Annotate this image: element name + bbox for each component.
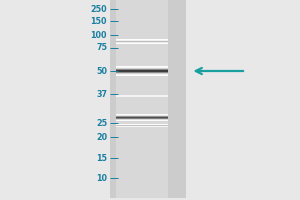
Bar	[116, 95, 168, 96]
Bar	[116, 126, 168, 127]
Bar	[116, 117, 168, 118]
Bar	[116, 116, 168, 117]
Bar	[116, 125, 168, 126]
Bar	[116, 39, 168, 40]
Bar	[116, 40, 168, 41]
Bar	[110, 0, 186, 198]
Bar	[116, 124, 168, 125]
Bar	[116, 118, 168, 119]
Bar	[116, 120, 168, 121]
Bar	[116, 72, 168, 73]
Bar	[116, 115, 168, 116]
Bar	[116, 42, 168, 43]
Text: 20: 20	[96, 132, 107, 142]
Bar	[116, 41, 168, 42]
Bar	[116, 0, 168, 198]
Bar	[116, 43, 168, 44]
Bar	[116, 70, 168, 71]
Bar	[116, 116, 168, 117]
Bar	[116, 39, 168, 40]
Bar	[116, 66, 168, 67]
Bar	[116, 95, 168, 96]
Bar	[116, 68, 168, 69]
Bar	[116, 96, 168, 97]
Text: 100: 100	[91, 30, 107, 40]
Text: 250: 250	[91, 4, 107, 14]
Bar	[116, 43, 168, 44]
Bar	[116, 95, 168, 96]
Bar	[116, 126, 168, 127]
Bar	[116, 40, 168, 41]
Text: 50: 50	[96, 66, 107, 75]
Bar	[116, 75, 168, 76]
Text: 15: 15	[96, 154, 107, 163]
Bar	[116, 71, 168, 72]
Bar	[116, 70, 168, 71]
Bar	[116, 114, 168, 115]
Bar	[116, 119, 168, 120]
Text: 25: 25	[96, 118, 107, 128]
Bar	[116, 114, 168, 115]
Bar	[116, 73, 168, 74]
Bar	[116, 95, 168, 96]
Bar	[116, 74, 168, 75]
Bar	[116, 126, 168, 127]
Text: 37: 37	[96, 90, 107, 99]
Bar	[116, 119, 168, 120]
Bar	[116, 124, 168, 125]
Text: 150: 150	[91, 17, 107, 25]
Bar	[116, 96, 168, 97]
Bar	[116, 124, 168, 125]
Bar	[116, 117, 168, 118]
Bar	[116, 66, 168, 67]
Bar	[116, 120, 168, 121]
Text: 75: 75	[96, 43, 107, 52]
Bar	[116, 73, 168, 74]
Bar	[116, 39, 168, 40]
Bar	[116, 43, 168, 44]
Bar	[116, 118, 168, 119]
Bar	[116, 69, 168, 70]
Bar	[116, 96, 168, 97]
Bar	[116, 41, 168, 42]
Bar	[116, 42, 168, 43]
Bar	[116, 72, 168, 73]
Bar	[116, 115, 168, 116]
Bar	[116, 71, 168, 72]
Text: 10: 10	[96, 174, 107, 183]
Bar	[116, 67, 168, 68]
Bar	[116, 74, 168, 75]
Bar	[116, 125, 168, 126]
